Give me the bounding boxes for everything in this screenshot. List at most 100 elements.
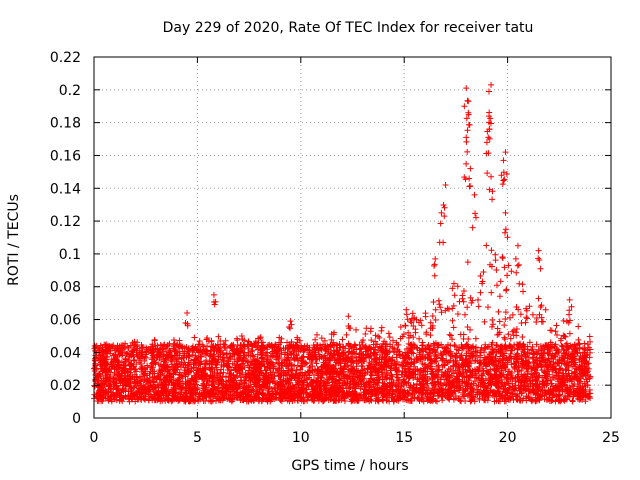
data-point [546, 360, 553, 367]
data-point [385, 330, 392, 337]
data-point [188, 393, 195, 400]
data-point [327, 342, 334, 349]
data-point [452, 395, 459, 402]
data-point [445, 366, 452, 373]
data-point [514, 392, 521, 399]
data-point [205, 338, 212, 345]
data-point [294, 355, 301, 362]
data-point [540, 343, 547, 350]
data-point [446, 331, 453, 338]
data-point [294, 336, 301, 343]
data-point [118, 377, 125, 384]
data-point [191, 334, 198, 341]
data-point [427, 332, 434, 339]
data-point [388, 356, 395, 363]
data-point [536, 396, 543, 403]
data-point [376, 362, 383, 369]
data-point [434, 371, 441, 378]
data-point [533, 348, 540, 355]
data-point [310, 349, 317, 356]
data-point [343, 381, 350, 388]
data-point [574, 371, 581, 378]
data-point [428, 380, 435, 387]
data-point [427, 397, 434, 404]
data-point [227, 384, 234, 391]
data-point [566, 330, 573, 337]
data-point [564, 393, 571, 400]
data-point [521, 343, 528, 350]
data-point [582, 388, 589, 395]
data-point [462, 397, 469, 404]
data-point [575, 323, 582, 330]
data-point [147, 363, 154, 370]
data-point [240, 388, 247, 395]
data-point [214, 358, 221, 365]
data-point [378, 345, 385, 352]
data-point [368, 337, 375, 344]
data-point [132, 365, 139, 372]
data-point [511, 345, 518, 352]
data-point [323, 394, 330, 401]
data-point [430, 298, 437, 305]
data-point [366, 354, 373, 361]
data-point [119, 370, 126, 377]
data-point [195, 341, 202, 348]
data-point [541, 346, 548, 353]
data-point [445, 306, 452, 313]
data-point [524, 368, 531, 375]
data-point [517, 311, 524, 318]
data-point [181, 352, 188, 359]
data-point [577, 384, 584, 391]
data-point [501, 322, 508, 329]
data-point [249, 370, 256, 377]
data-point [571, 361, 578, 368]
data-point [279, 381, 286, 388]
data-point [122, 358, 129, 365]
data-point [124, 381, 131, 388]
data-point [525, 388, 532, 395]
data-point [467, 352, 474, 359]
data-point [449, 317, 456, 324]
data-point [451, 342, 458, 349]
data-point [142, 396, 149, 403]
data-point [353, 368, 360, 375]
data-point [560, 373, 567, 380]
data-point [99, 344, 106, 351]
data-point [391, 345, 398, 352]
data-point [560, 332, 567, 339]
data-point [509, 380, 516, 387]
data-point [535, 295, 542, 302]
data-point [333, 378, 340, 385]
data-point [475, 389, 482, 396]
data-point [450, 370, 457, 377]
data-point [474, 386, 481, 393]
data-point [489, 339, 496, 346]
data-point [194, 384, 201, 391]
data-point [466, 355, 473, 362]
data-point [310, 342, 317, 349]
data-point [265, 388, 272, 395]
data-point [450, 280, 457, 287]
data-point [221, 394, 228, 401]
data-point [541, 382, 548, 389]
data-point [509, 311, 516, 318]
data-point [369, 369, 376, 376]
data-point [413, 316, 420, 323]
data-point [549, 397, 556, 404]
data-point [462, 311, 469, 318]
data-point [298, 394, 305, 401]
data-point [225, 357, 232, 364]
data-point [228, 366, 235, 373]
data-point [111, 345, 118, 352]
data-point [569, 397, 576, 404]
data-point [538, 363, 545, 370]
data-point [502, 336, 509, 343]
data-point [579, 373, 586, 380]
data-point [577, 393, 584, 400]
data-point [486, 376, 493, 383]
data-point [192, 397, 199, 404]
data-point [440, 382, 447, 389]
data-point [495, 308, 502, 315]
data-point [223, 345, 230, 352]
data-point [255, 335, 262, 342]
